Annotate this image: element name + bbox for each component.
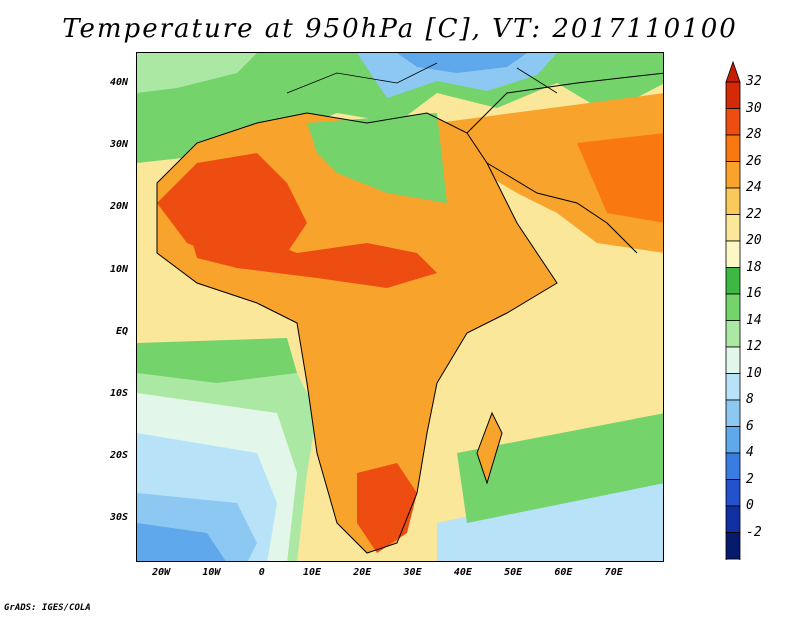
egypt-libya-cool bbox=[307, 113, 447, 203]
colorbar-label: 6 bbox=[746, 418, 754, 434]
colorbar-swatch bbox=[725, 373, 741, 401]
colorbar-swatch bbox=[725, 399, 741, 427]
colorbar-swatch bbox=[725, 240, 741, 268]
south-atlantic-deep bbox=[137, 523, 226, 561]
colorbar-label: 2 bbox=[746, 471, 754, 487]
lat-tick-label: 10S bbox=[109, 388, 128, 400]
colorbar-bottom-arrow bbox=[725, 558, 741, 560]
colorbar-label: 14 bbox=[746, 312, 762, 328]
lat-tick-label: 40N bbox=[109, 77, 128, 89]
europe-coastline bbox=[286, 62, 558, 94]
lat-tick-label: 20S bbox=[109, 450, 128, 462]
colorbar-label: 22 bbox=[746, 206, 762, 222]
credit-text: GrADS: IGES/COLA bbox=[4, 603, 91, 613]
colorbar-swatch bbox=[725, 505, 741, 533]
colorbar-swatch bbox=[725, 187, 741, 215]
africa-coastline bbox=[156, 112, 558, 554]
colorbar bbox=[725, 60, 741, 560]
lon-tick-label: 20E bbox=[353, 567, 372, 578]
lat-tick-label: EQ bbox=[115, 325, 128, 337]
lon-tick-label: 50E bbox=[504, 567, 523, 578]
colorbar-label: 0 bbox=[746, 498, 754, 513]
lat-tick-label: 30S bbox=[109, 512, 128, 524]
colorbar-swatch bbox=[725, 81, 741, 109]
map-title: Temperature at 950hPa [C], VT: 201711010… bbox=[62, 14, 738, 44]
arabia-warm bbox=[437, 93, 663, 253]
colorbar-swatch bbox=[725, 346, 741, 374]
south-indian-green bbox=[457, 413, 663, 523]
colorbar-label: 18 bbox=[746, 259, 762, 275]
lon-tick-label: 30E bbox=[403, 567, 422, 578]
lon-tick-label: 40E bbox=[453, 567, 472, 578]
lon-tick-label: 20W bbox=[152, 567, 171, 578]
colorbar-swatch bbox=[725, 452, 741, 480]
lat-tick-label: 20N bbox=[109, 201, 128, 213]
colorbar-label: 20 bbox=[746, 233, 762, 248]
lon-tick-label: 0 bbox=[258, 567, 265, 578]
temperature-map bbox=[136, 52, 664, 562]
lon-tick-label: 60E bbox=[554, 567, 573, 578]
colorbar-label: 26 bbox=[746, 153, 762, 169]
madagascar bbox=[476, 411, 503, 485]
lon-tick-label: 70E bbox=[604, 567, 623, 578]
colorbar-swatch bbox=[725, 214, 741, 242]
colorbar-label: 12 bbox=[746, 339, 762, 354]
colorbar-swatch bbox=[725, 108, 741, 136]
south-indian-cool bbox=[437, 473, 663, 561]
colorbar-label: 24 bbox=[746, 180, 762, 195]
colorbar-swatch bbox=[725, 320, 741, 348]
lat-tick-label: 30N bbox=[109, 139, 128, 151]
colorbar-swatch bbox=[725, 134, 741, 162]
colorbar-swatch bbox=[725, 426, 741, 454]
lat-tick-label: 10N bbox=[109, 263, 128, 275]
gulf-guinea-green bbox=[137, 338, 297, 383]
colorbar-label: 8 bbox=[746, 392, 754, 407]
europe-cold bbox=[397, 53, 527, 73]
colorbar-swatch bbox=[725, 161, 741, 189]
map-canvas bbox=[137, 53, 663, 561]
sahel-hot bbox=[187, 223, 437, 288]
india-hot bbox=[577, 133, 663, 223]
asia-coastline bbox=[466, 72, 663, 254]
colorbar-label: 10 bbox=[746, 365, 762, 381]
colorbar-label: 4 bbox=[746, 445, 754, 460]
colorbar-label: 28 bbox=[746, 127, 762, 142]
colorbar-label: 16 bbox=[746, 286, 762, 301]
lon-tick-label: 10E bbox=[302, 567, 322, 578]
atlantic-mild-north bbox=[137, 53, 257, 93]
colorbar-label: 32 bbox=[746, 74, 762, 89]
colorbar-label: 30 bbox=[746, 100, 762, 116]
colorbar-swatch bbox=[725, 293, 741, 321]
colorbar-swatch bbox=[725, 532, 741, 560]
lon-tick-label: 10W bbox=[202, 567, 221, 578]
colorbar-swatch bbox=[725, 267, 741, 295]
colorbar-label: -2 bbox=[746, 524, 762, 540]
colorbar-top-arrow bbox=[725, 60, 741, 83]
colorbar-swatch bbox=[725, 479, 741, 507]
